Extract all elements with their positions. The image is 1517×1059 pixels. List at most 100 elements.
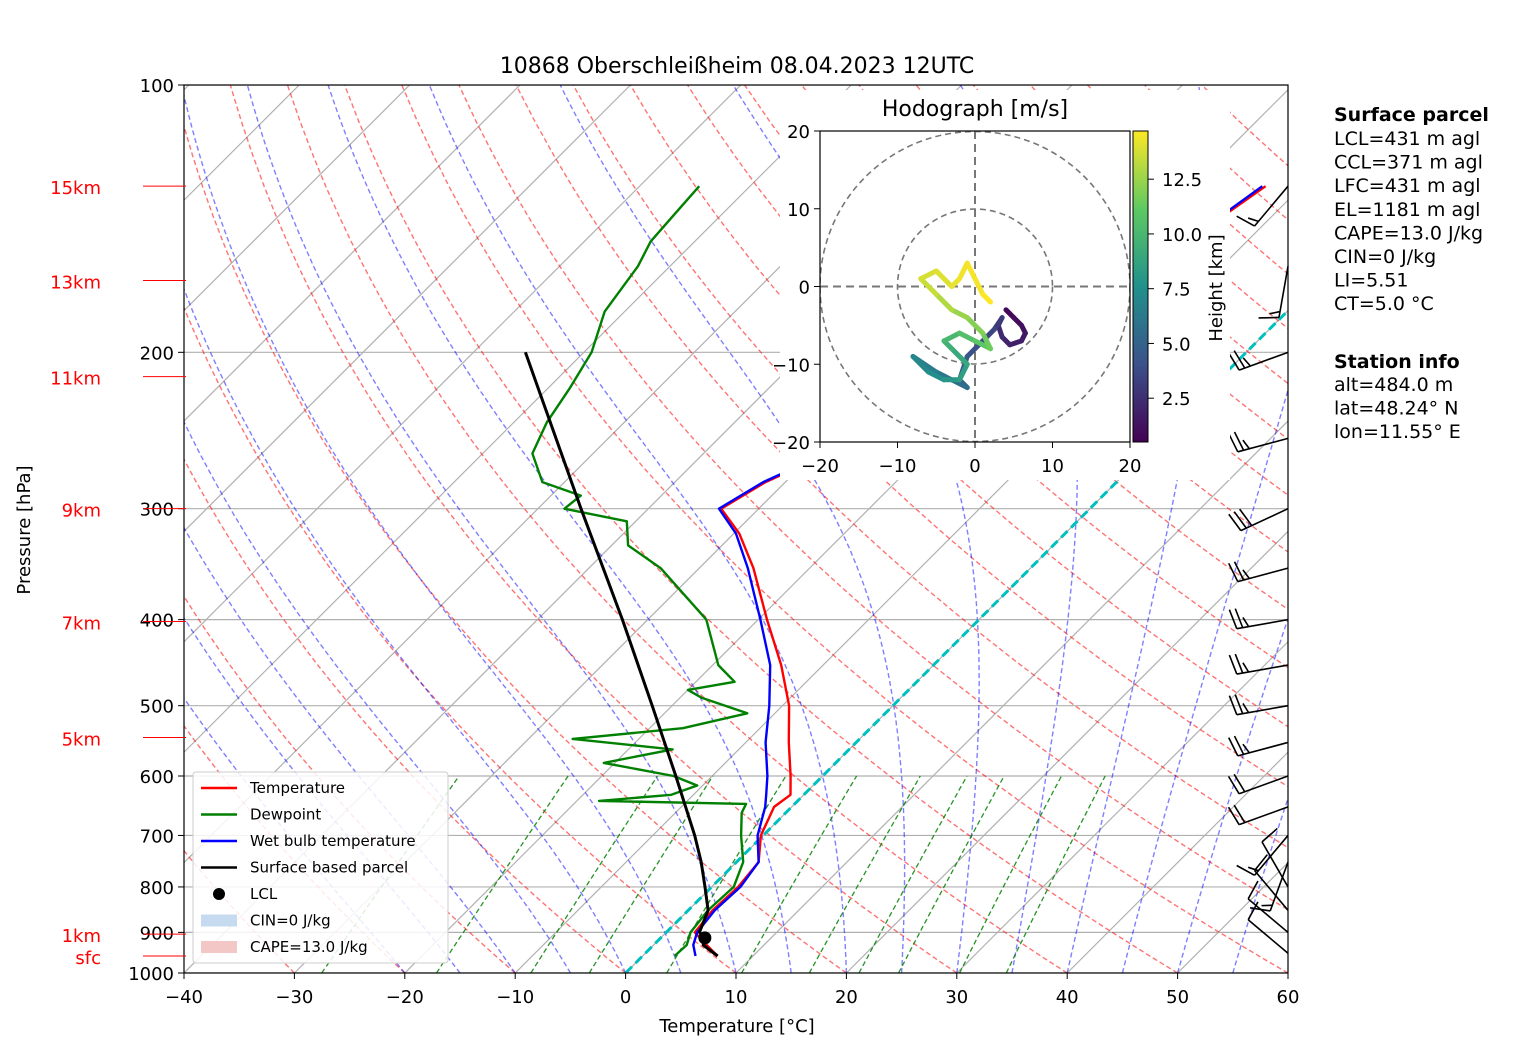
dry-adiabat xyxy=(286,85,1068,973)
y-tick-label: 700 xyxy=(140,826,174,847)
wind-barb xyxy=(1228,735,1289,757)
height-label: 1km xyxy=(62,926,101,947)
x-tick-label: 20 xyxy=(835,987,858,1008)
wind-barb xyxy=(1228,653,1289,675)
height-label: sfc xyxy=(75,948,101,969)
info-line: CT=5.0 °C xyxy=(1334,293,1434,315)
moist-adiabat xyxy=(184,420,572,973)
wind-barb xyxy=(1249,861,1289,912)
height-label: 15km xyxy=(50,178,101,199)
x-tick-label: 50 xyxy=(1166,987,1189,1008)
hodograph-segment xyxy=(933,268,955,289)
legend-item: Surface based parcel xyxy=(201,859,408,877)
wind-barb xyxy=(1236,185,1289,227)
height-label: 13km xyxy=(50,272,101,293)
colorbar-label: Height [km] xyxy=(1206,234,1227,341)
mixing-ratio-line xyxy=(808,775,921,973)
dry-adiabat xyxy=(229,85,958,973)
legend-label: LCL xyxy=(250,885,278,903)
hodograph-segment xyxy=(933,291,955,313)
mixing-ratio-line xyxy=(959,775,1063,973)
height-colorbar xyxy=(1132,130,1149,443)
station-info-heading: Station info xyxy=(1334,351,1460,373)
y-tick-label: 300 xyxy=(140,500,174,521)
mixing-ratio-line xyxy=(588,775,714,973)
legend-item: CAPE=13.0 J/kg xyxy=(201,938,368,956)
x-tick-label: 30 xyxy=(945,987,968,1008)
hodograph-x-tick: 20 xyxy=(1119,456,1142,477)
colorbar-tick: 5.0 xyxy=(1162,334,1191,355)
isotherm xyxy=(184,85,852,754)
isotherm xyxy=(184,85,631,533)
info-line: LFC=431 m agl xyxy=(1334,175,1481,197)
hodograph-x-tick: −10 xyxy=(879,456,917,477)
wind-barb xyxy=(1228,507,1289,532)
info-line: CCL=371 m agl xyxy=(1334,152,1483,174)
x-tick-label: −30 xyxy=(275,987,313,1008)
colorbar-tick: 7.5 xyxy=(1162,280,1191,301)
hodograph-segment xyxy=(918,268,939,282)
legend-box xyxy=(192,771,449,964)
colorbar-tick: 10.0 xyxy=(1162,225,1202,246)
legend-item: Temperature xyxy=(201,779,345,797)
legend-item: Wet bulb temperature xyxy=(201,832,416,850)
chart-title: 10868 Oberschleißheim 08.04.2023 12UTC xyxy=(500,54,975,79)
legend-label: Temperature xyxy=(249,779,345,797)
hodograph-segment xyxy=(957,361,970,383)
height-label: 7km xyxy=(62,614,101,635)
lcl-marker xyxy=(698,931,712,945)
colorbar-tick: 2.5 xyxy=(1162,389,1191,410)
y-axis-label: Pressure [hPa] xyxy=(14,465,35,594)
moist-adiabat xyxy=(1121,387,1288,973)
wind-barb xyxy=(1227,773,1289,795)
moist-adiabat xyxy=(1176,616,1288,973)
mixing-ratio-line xyxy=(858,775,968,973)
dry-adiabat xyxy=(184,595,516,973)
wind-barb xyxy=(1228,431,1289,453)
hodograph-y-tick: 10 xyxy=(787,200,810,221)
isotherm xyxy=(956,640,1288,973)
hodograph-segment xyxy=(941,330,962,344)
series-dewpoint xyxy=(531,185,749,957)
moist-adiabat xyxy=(184,287,627,973)
wind-barb xyxy=(1228,608,1289,630)
info-line: lon=11.55° E xyxy=(1334,421,1461,443)
hodograph-segment xyxy=(980,330,993,352)
hodograph-y-tick: −10 xyxy=(772,355,810,376)
isotherm xyxy=(184,85,521,422)
legend: Temperature Dewpoint Wet bulb temperature S… xyxy=(192,771,449,964)
dry-adiabat xyxy=(184,123,847,973)
isotherm xyxy=(845,530,1288,973)
x-tick-label: −10 xyxy=(496,987,534,1008)
wind-barb xyxy=(1258,266,1289,319)
x-axis-label: Temperature [°C] xyxy=(658,1016,814,1037)
moist-adiabat xyxy=(246,85,737,973)
x-tick-label: −20 xyxy=(386,987,424,1008)
dry-adiabat xyxy=(343,85,1178,973)
x-tick-label: −40 xyxy=(165,987,203,1008)
dry-adiabat xyxy=(401,85,1288,973)
wind-barb xyxy=(1228,561,1289,583)
moist-adiabat xyxy=(184,92,682,973)
y-tick-label: 1000 xyxy=(128,964,174,985)
wind-barb xyxy=(1227,804,1289,826)
isotherm xyxy=(735,420,1288,973)
hodograph-inset: Hodograph [m/s] −20−20 −10 −10 0 0 10 10 20 20 2… xyxy=(772,90,1230,480)
wind-barb xyxy=(1228,694,1289,716)
isotherm xyxy=(514,199,1288,973)
mixing-ratio-line xyxy=(741,775,858,973)
wind-barb xyxy=(1236,834,1289,876)
x-tick-label: 40 xyxy=(1056,987,1079,1008)
dry-adiabat xyxy=(184,457,627,973)
isotherm xyxy=(184,85,742,643)
legend-item: Dewpoint xyxy=(201,806,321,824)
legend-item: CIN=0 J/kg xyxy=(201,912,331,930)
hodograph-y-tick: 0 xyxy=(799,278,810,299)
hodograph-x-tick: 0 xyxy=(969,456,980,477)
wind-barb xyxy=(1253,854,1289,911)
hodograph-segment xyxy=(918,276,939,297)
legend-item: LCL xyxy=(213,885,278,903)
hodograph-segment xyxy=(949,346,970,367)
